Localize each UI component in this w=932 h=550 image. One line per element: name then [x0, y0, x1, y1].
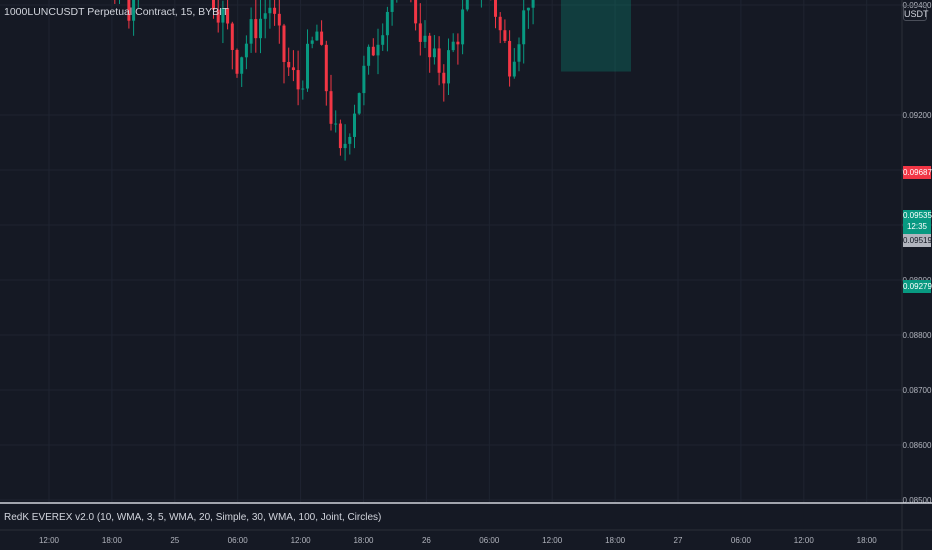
- candle-body: [494, 0, 497, 17]
- candle-body: [498, 16, 502, 31]
- candle-body: [338, 123, 342, 149]
- time-tick-label: 18:00: [857, 536, 878, 545]
- candle-body: [390, 0, 394, 12]
- candle-body: [324, 44, 328, 92]
- candle-body: [428, 35, 432, 58]
- candle-body: [461, 9, 465, 45]
- candle-body: [371, 46, 375, 56]
- candle-body: [310, 40, 314, 44]
- candle-body: [277, 13, 281, 26]
- time-tick-label: 18:00: [102, 536, 123, 545]
- candle-body: [522, 10, 526, 45]
- target-zone[interactable]: [561, 0, 631, 72]
- candle-body: [465, 0, 469, 10]
- candle-body: [376, 44, 380, 56]
- time-tick-label: 06:00: [731, 536, 752, 545]
- time-tick-label: 12:00: [39, 536, 60, 545]
- last-price-value: 0.09535: [903, 211, 932, 220]
- candle-body: [132, 0, 136, 21]
- time-tick-label: 12:00: [291, 536, 312, 545]
- candle-body: [263, 13, 267, 19]
- candle-body: [282, 25, 286, 62]
- candle-body: [127, 0, 131, 21]
- candle-body: [531, 0, 535, 8]
- candle-body: [447, 50, 450, 84]
- candle-body: [432, 48, 436, 58]
- time-tick-label: 18:00: [353, 536, 374, 545]
- candle-body: [423, 35, 427, 42]
- candle-body: [268, 7, 272, 14]
- candle-body: [367, 46, 371, 66]
- price-tick-label: 0.08600: [903, 441, 932, 450]
- target-price-tag: 0.09279: [903, 280, 932, 293]
- entry-price-tag: 0.09519: [903, 234, 932, 247]
- candle-body: [296, 70, 300, 90]
- candle-body: [418, 23, 422, 42]
- candles: [114, 0, 535, 161]
- candle-body: [456, 41, 460, 45]
- candle-body: [235, 49, 239, 74]
- candle-body: [414, 0, 418, 24]
- candle-body: [315, 31, 319, 41]
- candle-body: [212, 0, 215, 10]
- candle-body: [517, 44, 521, 62]
- candle-body: [254, 19, 258, 39]
- candle-body: [244, 43, 248, 58]
- candle-body: [287, 61, 291, 68]
- candle-body: [357, 93, 361, 114]
- price-tick-label: 0.08700: [903, 386, 932, 395]
- time-tick-label: 06:00: [228, 536, 249, 545]
- candle-body: [329, 91, 333, 124]
- candle-body: [334, 123, 338, 125]
- time-tick-label: 27: [674, 536, 683, 545]
- candle-body: [240, 57, 244, 74]
- candle-body: [381, 35, 385, 45]
- candle-body: [306, 43, 309, 89]
- time-tick-label: 12:00: [794, 536, 815, 545]
- candle-body: [353, 113, 356, 137]
- candle-body: [291, 67, 295, 71]
- countdown-value: 12:35: [906, 222, 928, 231]
- indicator-label[interactable]: RedK EVEREX v2.0 (10, WMA, 3, 5, WMA, 20…: [4, 512, 382, 523]
- chart-grid: [0, 0, 902, 502]
- candle-body: [301, 88, 305, 90]
- candle-body: [512, 61, 516, 77]
- candle-body: [508, 40, 512, 77]
- last-price-tag: 0.09535 12:35: [903, 210, 932, 234]
- time-tick-label: 06:00: [479, 536, 500, 545]
- candle-body: [320, 31, 324, 45]
- stop-price-tag: 0.09687: [903, 166, 932, 179]
- symbol-title: 1000LUNCUSDT Perpetual Contract, 15, BYB…: [4, 6, 229, 18]
- candle-body: [343, 143, 347, 149]
- candle-body: [437, 48, 441, 73]
- candle-body: [442, 72, 446, 84]
- candle-body: [249, 19, 253, 44]
- currency-button[interactable]: USDT: [903, 5, 929, 21]
- candle-body: [503, 30, 507, 41]
- time-axis[interactable]: 12:00 18:00 25 06:00 12:00 18:00 26 06:00 12:00 1…: [39, 536, 877, 545]
- candle-body: [273, 7, 277, 14]
- time-tick-label: 26: [422, 536, 431, 545]
- candle-body: [216, 9, 220, 23]
- candle-body: [221, 8, 225, 23]
- candle-body: [362, 65, 366, 94]
- time-tick-label: 12:00: [542, 536, 563, 545]
- price-tick-label: 0.08500: [903, 496, 932, 505]
- candle-body: [230, 23, 234, 50]
- candle-body: [259, 18, 262, 39]
- position-zones[interactable]: [0, 0, 902, 72]
- time-tick-label: 25: [170, 536, 179, 545]
- candle-body: [526, 7, 530, 11]
- candle-body: [385, 11, 389, 36]
- time-tick-label: 18:00: [605, 536, 626, 545]
- candle-body: [348, 136, 352, 144]
- candle-body: [226, 8, 230, 24]
- price-tick-label: 0.09200: [903, 111, 932, 120]
- candle-body: [451, 41, 455, 51]
- price-tick-label: 0.08800: [903, 331, 932, 340]
